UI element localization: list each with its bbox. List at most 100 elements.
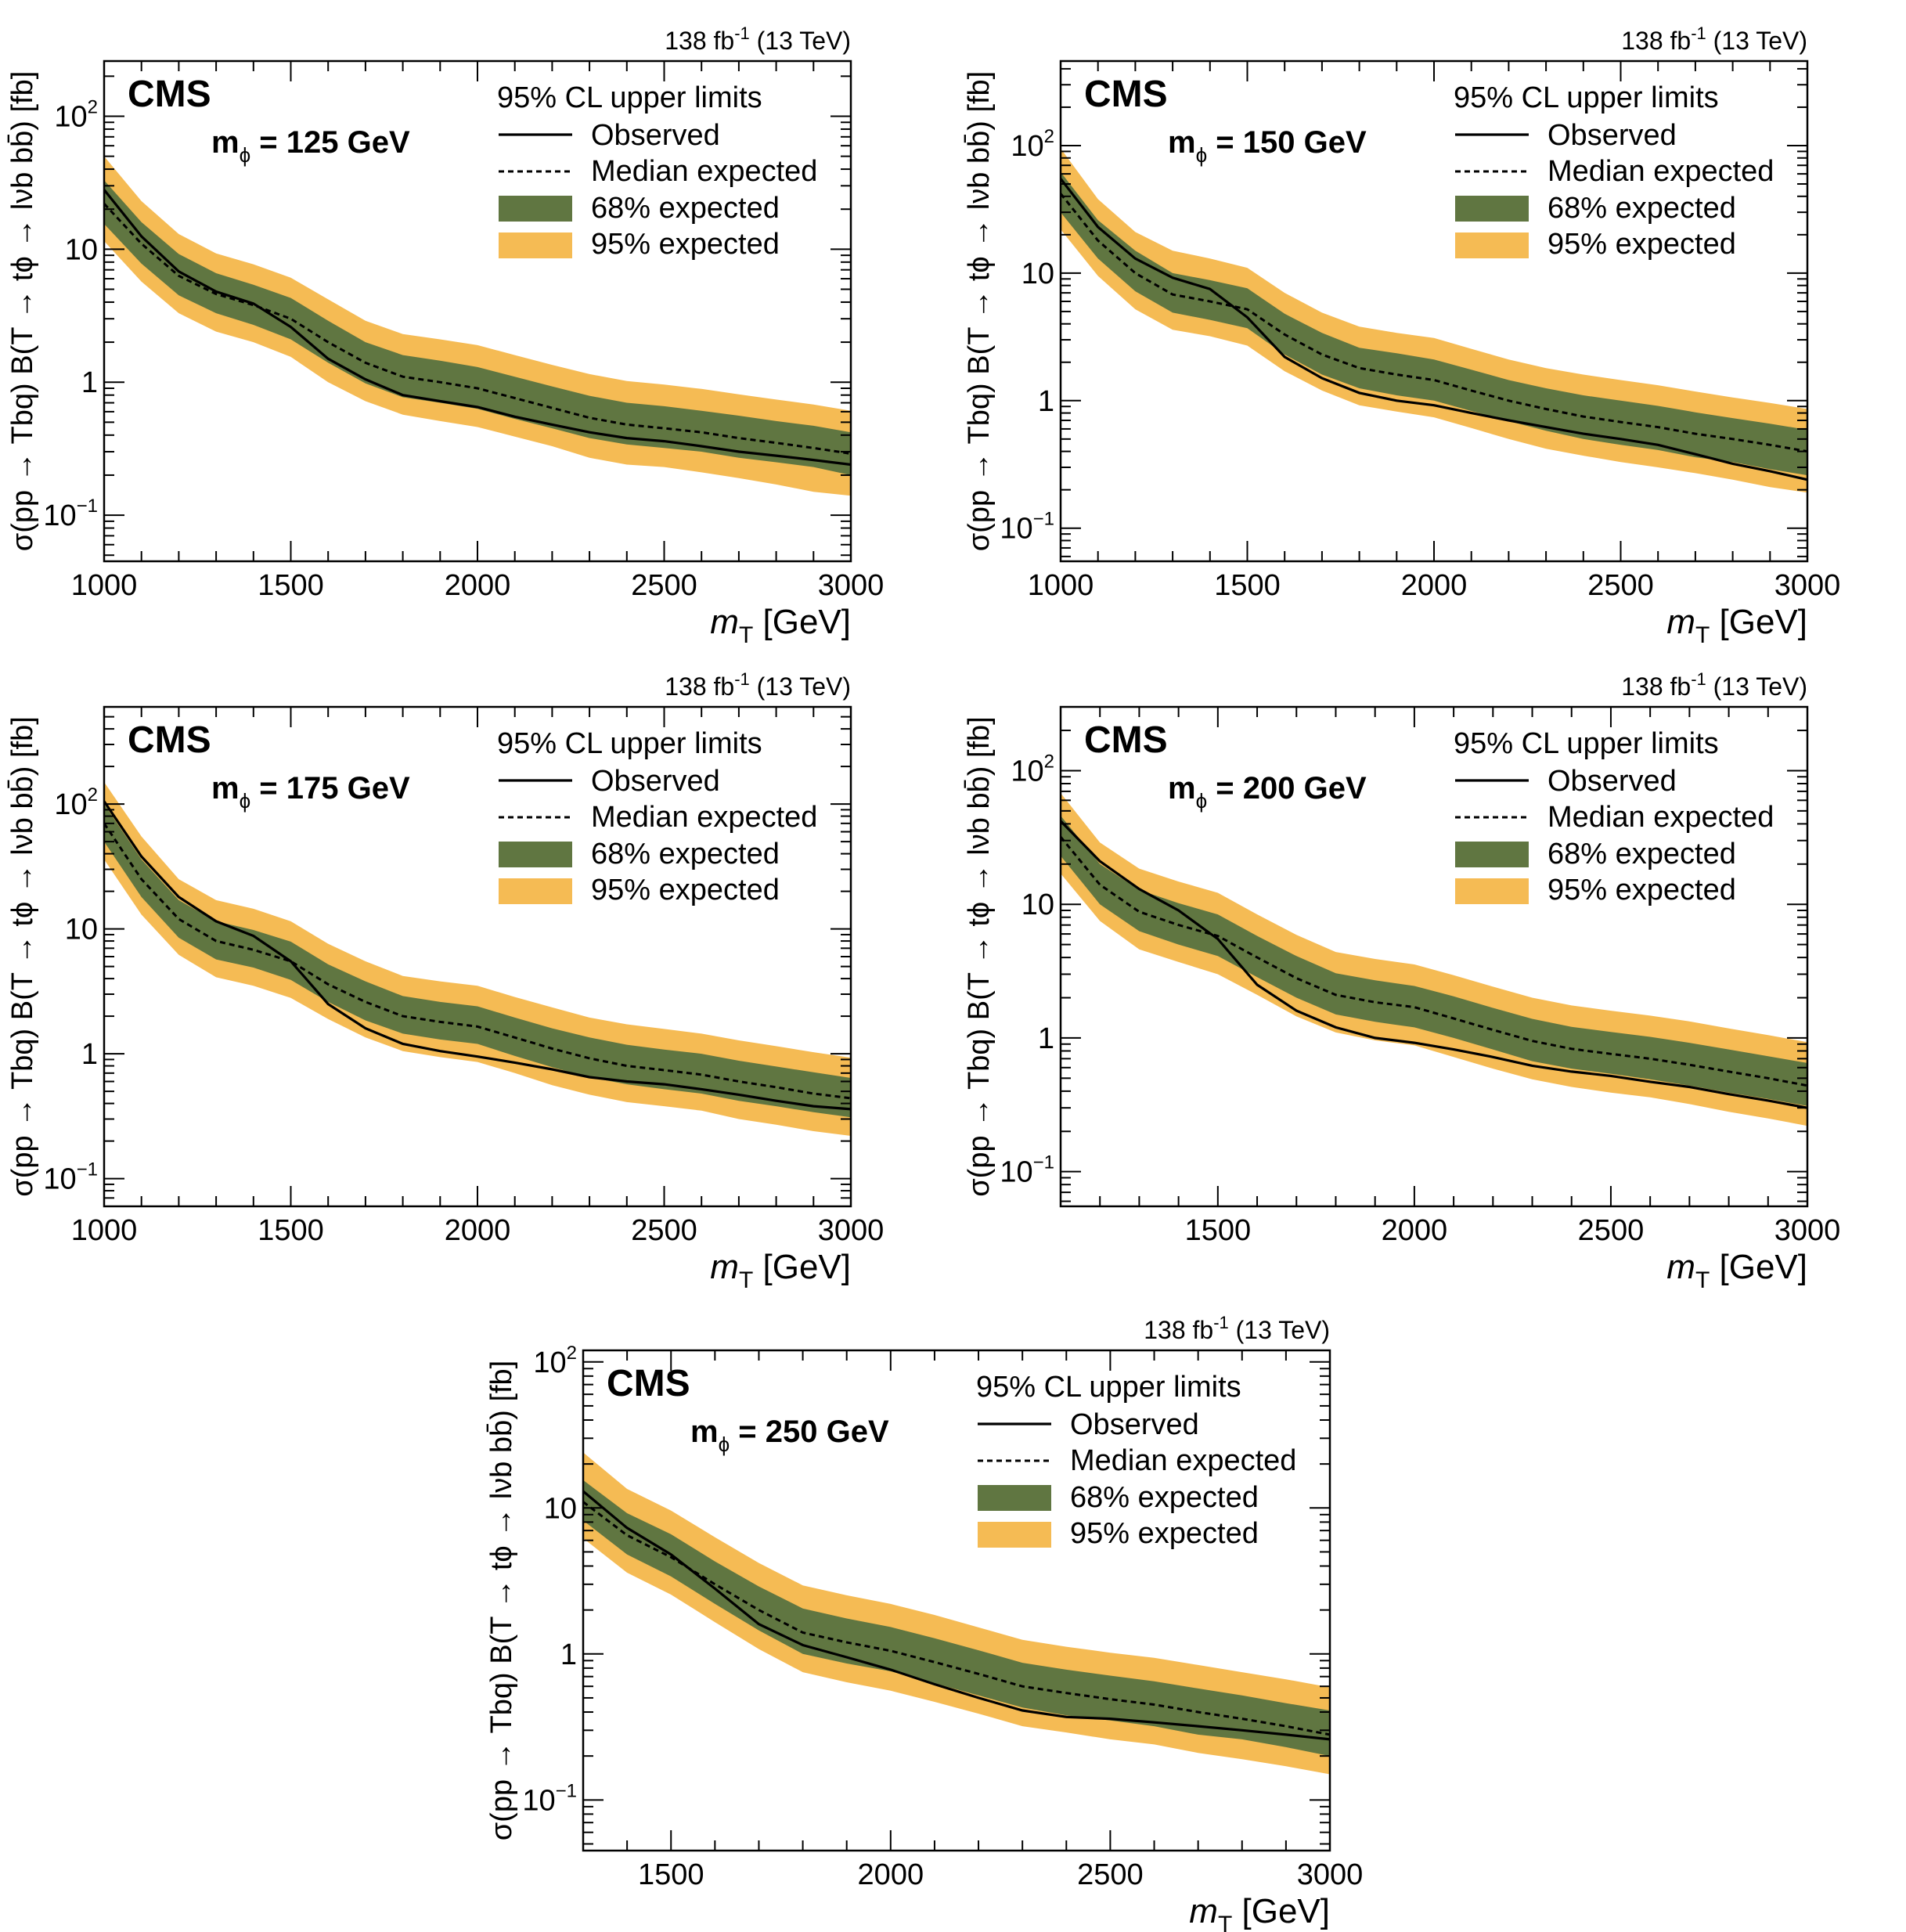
- legend-68-label: 68% expected: [591, 838, 780, 870]
- x-tick-label: 2500: [1578, 1214, 1645, 1247]
- legend-observed-label: Observed: [1547, 119, 1677, 152]
- y-tick-label: 10−1: [43, 1159, 98, 1196]
- x-tick-label: 1500: [638, 1858, 704, 1891]
- band-68-expected: [583, 1480, 1330, 1757]
- cms-label: CMS: [128, 74, 211, 115]
- cms-label: CMS: [607, 1363, 690, 1404]
- x-tick-label: 3000: [1774, 1214, 1841, 1247]
- x-axis-title: mT [GeV]: [1666, 1248, 1807, 1293]
- y-axis-title: σ(pp → Tbq) B(T → tϕ → lνb bb̄) [fb]: [963, 71, 996, 552]
- luminosity-label: 138 fb-1 (13 TeV): [1621, 23, 1807, 55]
- observed-line: [1061, 178, 1807, 481]
- legend-68-swatch: [1455, 842, 1529, 867]
- y-axis-title: σ(pp → Tbq) B(T → tϕ → lνb bb̄) [fb]: [485, 1361, 518, 1841]
- median-expected-line: [104, 203, 851, 455]
- mass-label: mϕ = 125 GeV: [211, 125, 410, 167]
- legend-observed-label: Observed: [591, 119, 720, 152]
- y-tick-label: 1: [1038, 385, 1054, 418]
- panel-3: 1000 1500 2000 2500 3000 10−1 1 10 102 mT [GeV] σ(…: [6, 669, 884, 1293]
- legend-68-label: 68% expected: [1070, 1481, 1259, 1514]
- mass-label: mϕ = 150 GeV: [1168, 125, 1367, 167]
- legend-observed-label: Observed: [1547, 765, 1677, 798]
- cms-label: CMS: [128, 719, 211, 761]
- y-tick-label: 10: [1021, 258, 1054, 290]
- x-tick-label: 2000: [445, 569, 511, 602]
- legend-title: 95% CL upper limits: [976, 1371, 1241, 1404]
- x-tick-label: 1500: [1185, 1214, 1252, 1247]
- y-tick-label: 10: [65, 914, 98, 946]
- y-tick-label: 10−1: [1000, 509, 1054, 546]
- median-expected-line: [1061, 193, 1807, 453]
- plot-area: [104, 782, 851, 1136]
- x-tick-label: 1500: [258, 569, 324, 602]
- luminosity-label: 138 fb-1 (13 TeV): [665, 23, 851, 55]
- plot-frame: [1059, 705, 1809, 1208]
- band-68-expected: [1061, 171, 1807, 476]
- x-tick-label: 2500: [1587, 569, 1654, 602]
- y-axis-title: σ(pp → Tbq) B(T → tϕ → lνb bb̄) [fb]: [6, 716, 39, 1197]
- legend-observed-label: Observed: [1070, 1408, 1199, 1441]
- observed-line: [104, 189, 851, 467]
- legend-68-label: 68% expected: [591, 192, 780, 225]
- y-axis-ticks: [583, 1361, 1330, 1845]
- y-tick-label: 102: [54, 784, 98, 821]
- legend-68-swatch: [978, 1485, 1051, 1511]
- legend-95-label: 95% expected: [1547, 874, 1736, 907]
- x-axis-ticks: [1060, 61, 1808, 561]
- legend-95-swatch: [1455, 232, 1529, 258]
- x-axis-title: mT [GeV]: [1666, 603, 1807, 648]
- x-tick-label: 2500: [631, 569, 697, 602]
- legend-title: 95% CL upper limits: [497, 727, 762, 760]
- legend-68-label: 68% expected: [1547, 192, 1736, 225]
- legend-95-label: 95% expected: [1547, 228, 1736, 261]
- legend-68-swatch: [499, 196, 572, 222]
- cms-label: CMS: [1084, 74, 1168, 115]
- plot-area: [583, 1452, 1330, 1775]
- mass-label: mϕ = 175 GeV: [211, 771, 410, 813]
- x-axis-ticks: [103, 61, 852, 561]
- x-axis-title: mT [GeV]: [1189, 1892, 1330, 1932]
- legend-95-swatch: [1455, 878, 1529, 904]
- luminosity-label: 138 fb-1 (13 TeV): [665, 669, 851, 701]
- y-axis-ticks: [104, 706, 851, 1207]
- observed-line: [583, 1490, 1330, 1741]
- y-tick-label: 10−1: [522, 1780, 577, 1817]
- y-axis-ticks: [104, 75, 851, 557]
- y-tick-label: 1: [81, 1038, 98, 1071]
- legend-expected-label: Median expected: [1070, 1444, 1296, 1477]
- legend-expected-label: Median expected: [591, 155, 817, 188]
- median-expected-line: [104, 822, 851, 1100]
- legend-title: 95% CL upper limits: [1454, 727, 1719, 760]
- x-tick-label: 1500: [258, 1214, 324, 1247]
- y-tick-label: 10: [65, 233, 98, 266]
- observed-line: [1061, 820, 1807, 1109]
- median-expected-line: [583, 1501, 1330, 1736]
- legend-expected-label: Median expected: [591, 801, 817, 834]
- panel-1: 1000 1500 2000 2500 3000 10−1 1 10 102 mT [GeV] σ(…: [6, 23, 884, 648]
- legend-95-label: 95% expected: [1070, 1517, 1259, 1550]
- y-tick-label: 1: [81, 366, 98, 399]
- plot-area: [104, 156, 851, 496]
- x-axis-ticks: [1060, 707, 1808, 1206]
- panel-2: 1000 1500 2000 2500 3000 10−1 1 10 102 mT [GeV] σ(…: [963, 23, 1840, 648]
- observed-line: [104, 800, 851, 1111]
- median-expected-line: [1061, 836, 1807, 1087]
- y-tick-label: 102: [54, 96, 98, 133]
- y-tick-label: 10: [544, 1492, 577, 1525]
- legend-68-swatch: [1455, 196, 1529, 222]
- y-tick-label: 102: [533, 1343, 577, 1379]
- y-axis-ticks: [1061, 706, 1807, 1202]
- plot-frame: [582, 1349, 1331, 1852]
- x-axis-title: mT [GeV]: [710, 1248, 851, 1293]
- legend-68-label: 68% expected: [1547, 838, 1736, 870]
- legend-expected-label: Median expected: [1547, 801, 1774, 834]
- y-tick-label: 10: [1021, 889, 1054, 921]
- legend-95-label: 95% expected: [591, 228, 780, 261]
- x-tick-label: 3000: [818, 1214, 885, 1247]
- band-95-expected: [104, 782, 851, 1136]
- plot-area: [1061, 148, 1807, 493]
